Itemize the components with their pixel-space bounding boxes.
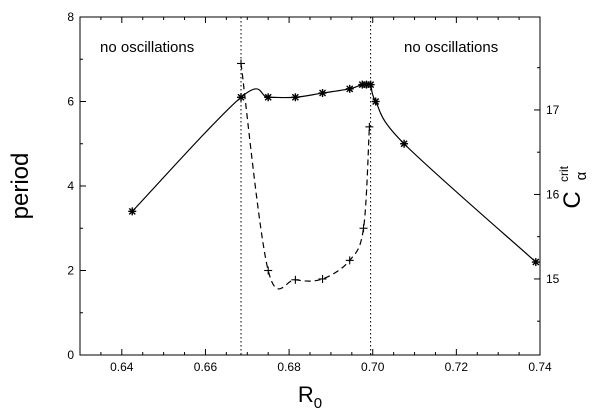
x-axis-title-main: R: [298, 382, 314, 407]
marker-stroke: [400, 140, 408, 148]
plus-marker-3: [318, 274, 327, 283]
plus-marker-0: [237, 59, 245, 68]
y-tick-label: 2: [67, 264, 74, 278]
series-line-1: [240, 63, 370, 290]
asterisk-marker-1: [237, 93, 245, 102]
marker-stroke: [237, 93, 245, 101]
x-tick-label: 0.74: [528, 360, 552, 374]
plus-marker-4: [345, 256, 354, 265]
y-tick-label: 0: [67, 348, 74, 362]
y-axis-title: period: [7, 153, 34, 220]
y2-axis-title-subscript: α: [573, 171, 590, 180]
y2-tick-label: 15: [546, 272, 560, 286]
asterisk-marker-2: [264, 93, 273, 102]
vertical-reference-lines: [240, 17, 372, 355]
ticks-layer: 0.64 0.66 0.68 0.70 0.72 0.74 0 2 4 6 8 15 16 17: [67, 10, 559, 374]
x-axis-title-subscript: 0: [314, 395, 322, 411]
y2-axis-title: C crit α: [557, 165, 590, 208]
plus-marker-6: [365, 122, 374, 131]
x-tick-label: 0.68: [277, 360, 301, 374]
y2-tick-label: 16: [546, 187, 560, 201]
y-tick-label: 8: [67, 10, 74, 24]
y-tick-label: 4: [67, 179, 74, 193]
x-tick-label: 0.64: [110, 360, 134, 374]
marker-stroke: [264, 93, 272, 101]
plus-marker-2: [291, 275, 300, 284]
marker-stroke: [532, 258, 540, 266]
asterisk-marker-11: [531, 258, 540, 267]
asterisk-marker-4: [318, 89, 327, 98]
marker-stroke: [319, 89, 327, 97]
series-line-0: [131, 82, 537, 263]
y2-axis-title-superscript: crit: [557, 165, 571, 182]
marker-stroke: [128, 207, 136, 215]
x-tick-label: 0.72: [445, 360, 469, 374]
plus-marker-5: [359, 224, 368, 233]
x-tick-label: 0.66: [194, 360, 218, 374]
plot-frame: [79, 16, 541, 356]
annotation-right: no oscillations: [404, 39, 498, 56]
asterisk-marker-3: [291, 93, 300, 102]
asterisk-marker-10: [400, 139, 409, 148]
asterisk-marker-9: [371, 97, 380, 106]
annotation-left: no oscillations: [100, 39, 194, 56]
asterisk-marker-0: [128, 207, 137, 216]
marker-stroke: [367, 81, 375, 89]
y2-tick-label: 17: [546, 103, 560, 117]
y-tick-label: 6: [67, 95, 74, 109]
marker-stroke: [291, 93, 299, 101]
x-tick-label: 0.70: [361, 360, 385, 374]
marker-stroke: [372, 98, 380, 105]
y2-axis-title-main: C: [559, 191, 586, 208]
marker-stroke: [346, 85, 354, 93]
series-layer: [128, 59, 540, 290]
asterisk-marker-8: [366, 80, 375, 89]
plus-marker-1: [264, 266, 273, 275]
asterisk-marker-5: [345, 84, 354, 93]
x-axis-title: R0: [298, 382, 322, 411]
